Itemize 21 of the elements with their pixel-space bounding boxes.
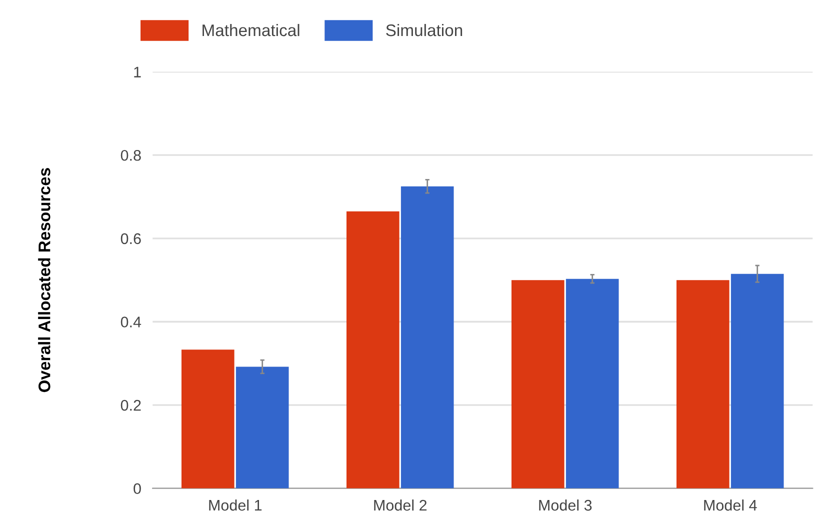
bar	[676, 280, 730, 488]
bar	[236, 366, 289, 488]
y-tick-label: 0.2	[120, 400, 141, 411]
y-tick-label: 0.6	[120, 233, 141, 244]
bar	[511, 280, 564, 488]
legend-label: Mathematical	[202, 24, 300, 36]
x-tick-label: Model 2	[374, 499, 427, 511]
y-tick-label: 0.4	[120, 316, 142, 328]
bar	[181, 350, 234, 488]
bar	[730, 274, 784, 488]
bar	[400, 186, 454, 488]
x-tick-label: Model 4	[704, 499, 757, 511]
bar	[346, 211, 400, 488]
y-axis-title: Overall Allocated Resources	[38, 168, 50, 392]
y-tick-label: 0	[134, 483, 141, 494]
bar	[566, 278, 619, 488]
x-tick-label: Model 1	[209, 499, 262, 511]
legend-label: Simulation	[386, 24, 462, 36]
y-tick-label: 1	[134, 66, 141, 78]
x-tick-label: Model 3	[539, 499, 592, 511]
y-tick-label: 0.8	[120, 150, 141, 161]
